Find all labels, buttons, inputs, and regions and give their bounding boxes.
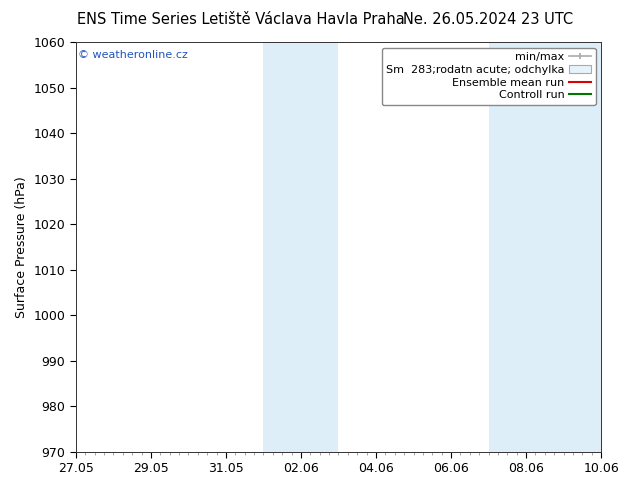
Text: © weatheronline.cz: © weatheronline.cz	[79, 50, 188, 60]
Text: Ne. 26.05.2024 23 UTC: Ne. 26.05.2024 23 UTC	[403, 12, 573, 27]
Bar	[489, 42, 601, 452]
Y-axis label: Surface Pressure (hPa): Surface Pressure (hPa)	[15, 176, 28, 318]
Text: ENS Time Series Letiště Václava Havla Praha: ENS Time Series Letiště Václava Havla Pr…	[77, 12, 404, 27]
Legend: min/max, Sm  283;rodatn acute; odchylka, Ensemble mean run, Controll run: min/max, Sm 283;rodatn acute; odchylka, …	[382, 48, 595, 105]
Bar	[264, 42, 339, 452]
